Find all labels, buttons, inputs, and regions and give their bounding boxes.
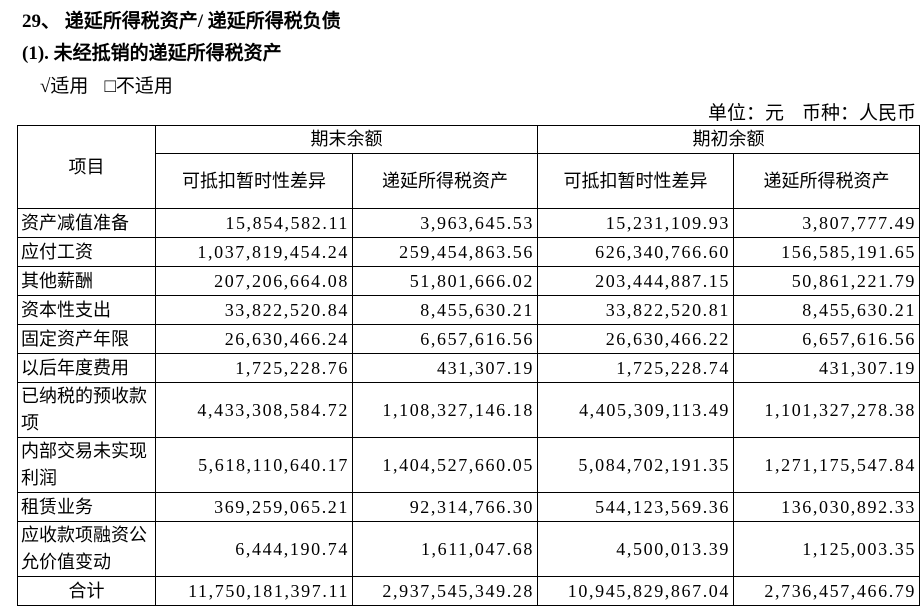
- amount: 8,455,630.21: [733, 295, 920, 325]
- row-label: 资产减值准备: [17, 208, 156, 238]
- amount: 1,725,228.74: [537, 353, 734, 383]
- amount: 431,307.19: [352, 353, 538, 383]
- amount: 1,101,327,278.38: [733, 382, 920, 438]
- amount: 1,108,327,146.18: [352, 382, 538, 438]
- option: √适用: [40, 76, 89, 97]
- amount: 544,123,569.36: [537, 492, 734, 522]
- amount: 15,854,582.11: [155, 208, 353, 238]
- option: □不适用: [104, 76, 173, 97]
- row-label: 已纳税的预收款项: [17, 382, 156, 438]
- amount: 11,750,181,397.11: [155, 576, 353, 606]
- table-body: 项目 期末余额 期初余额 可抵扣暂时性差异 递延所得税资产 可抵扣暂时性差异 递延所得税资产…: [17, 125, 920, 606]
- amount: 10,945,829,867.04: [537, 576, 734, 606]
- currency: 币种：人民币: [801, 103, 916, 124]
- amount: 15,231,109.93: [537, 208, 734, 238]
- data-row: 其他薪酬 207,206,664.08 51,801,666.02 203,444,8…: [17, 266, 920, 296]
- group-header: 期初余额: [537, 125, 920, 154]
- data-row: 固定资产年限 26,630,466.24 6,657,616.56 26,630,46…: [17, 324, 920, 354]
- amount: 156,585,191.65: [733, 237, 920, 267]
- amount: 1,611,047.68: [352, 521, 538, 577]
- unit-line: 单位：元 币种：人民币: [708, 98, 916, 125]
- amount: 3,807,777.49: [733, 208, 920, 238]
- data-row: 已纳税的预收款项 4,433,308,584.72 1,108,327,146.18…: [17, 382, 920, 438]
- amount: 26,630,466.24: [155, 324, 353, 354]
- amount: 33,822,520.84: [155, 295, 353, 325]
- amount: 6,657,616.56: [352, 324, 538, 354]
- amount: 6,444,190.74: [155, 521, 353, 577]
- amount: 4,500,013.39: [537, 521, 734, 577]
- amount: 1,725,228.76: [155, 353, 353, 383]
- row-label: 应付工资: [17, 237, 156, 267]
- amount: 50,861,221.79: [733, 266, 920, 296]
- amount: 369,259,065.21: [155, 492, 353, 522]
- amount: 33,822,520.81: [537, 295, 734, 325]
- data-row: 应收款项融资公允价值变动 6,444,190.74 1,611,047.68 4,50…: [17, 521, 920, 577]
- row-label: 租赁业务: [17, 492, 156, 522]
- amount: 4,433,308,584.72: [155, 382, 353, 438]
- amount: 1,037,819,454.24: [155, 237, 353, 267]
- unit: 单位：元: [707, 103, 784, 124]
- amount: 51,801,666.02: [352, 266, 538, 296]
- amount: 6,657,616.56: [733, 324, 920, 354]
- amount: 259,454,863.56: [352, 237, 538, 267]
- table: 项目 期末余额 期初余额 可抵扣暂时性差异 递延所得税资产 可抵扣暂时性差异 递延所得税资产…: [17, 125, 920, 606]
- amount: 5,618,110,640.17: [155, 437, 353, 493]
- row-label: 应收款项融资公允价值变动: [17, 521, 156, 577]
- data-row: 应付工资 1,037,819,454.24 259,454,863.56 626,34…: [17, 237, 920, 267]
- row-label: 内部交易未实现利润: [17, 437, 156, 493]
- amount: 8,455,630.21: [352, 295, 538, 325]
- amount: 136,030,892.33: [733, 492, 920, 522]
- row-label: 其他薪酬: [17, 266, 156, 296]
- amount: 2,937,545,349.28: [352, 576, 538, 606]
- row-label: 固定资产年限: [17, 324, 156, 354]
- total-row: 合计 11,750,181,397.11 2,937,545,349.28 10,94…: [17, 576, 920, 606]
- row-label: 以后年度费用: [17, 353, 156, 383]
- data-row: 资本性支出 33,822,520.84 8,455,630.21 33,822,520…: [17, 295, 920, 325]
- amount: 3,963,645.53: [352, 208, 538, 238]
- header-cell: 项目: [17, 125, 156, 209]
- applicability: √适用 □不适用: [40, 71, 173, 98]
- sub-header: 递延所得税资产: [733, 153, 920, 209]
- sub-header: 递延所得税资产: [352, 153, 538, 209]
- header-row: 可抵扣暂时性差异 递延所得税资产 可抵扣暂时性差异 递延所得税资产: [18, 153, 920, 209]
- amount: 2,736,457,466.79: [733, 576, 920, 606]
- section-title: 29、 递延所得税资产/ 递延所得税负债: [22, 11, 341, 32]
- data-row: 以后年度费用 1,725,228.76 431,307.19 1,725,228.74…: [17, 353, 920, 383]
- data-row: 租赁业务 369,259,065.21 92,314,766.30 544,123,5…: [17, 492, 920, 522]
- data-row: 内部交易未实现利润 5,618,110,640.17 1,404,527,660.0…: [17, 437, 920, 493]
- sub-header: 可抵扣暂时性差异: [537, 153, 734, 209]
- amount: 431,307.19: [733, 353, 920, 383]
- row-label: 合计: [17, 576, 156, 606]
- amount: 1,125,003.35: [733, 521, 920, 577]
- amount: 626,340,766.60: [537, 237, 734, 267]
- amount: 92,314,766.30: [352, 492, 538, 522]
- amount: 1,404,527,660.05: [352, 437, 538, 493]
- amount: 203,444,887.15: [537, 266, 734, 296]
- group-header: 期末余额: [155, 125, 538, 154]
- header-row: 项目 期末余额 期初余额: [17, 125, 920, 209]
- amount: 1,271,175,547.84: [733, 437, 920, 493]
- amount: 4,405,309,113.49: [537, 382, 734, 438]
- amount: 207,206,664.08: [155, 266, 353, 296]
- sub-header: 可抵扣暂时性差异: [155, 153, 353, 209]
- row-label: 资本性支出: [17, 295, 156, 325]
- amount: 5,084,702,191.35: [537, 437, 734, 493]
- amount: 26,630,466.22: [537, 324, 734, 354]
- subsection-title: (1). 未经抵销的递延所得税资产: [22, 43, 282, 64]
- data-row: 资产减值准备 15,854,582.11 3,963,645.53 15,231,10…: [17, 208, 920, 238]
